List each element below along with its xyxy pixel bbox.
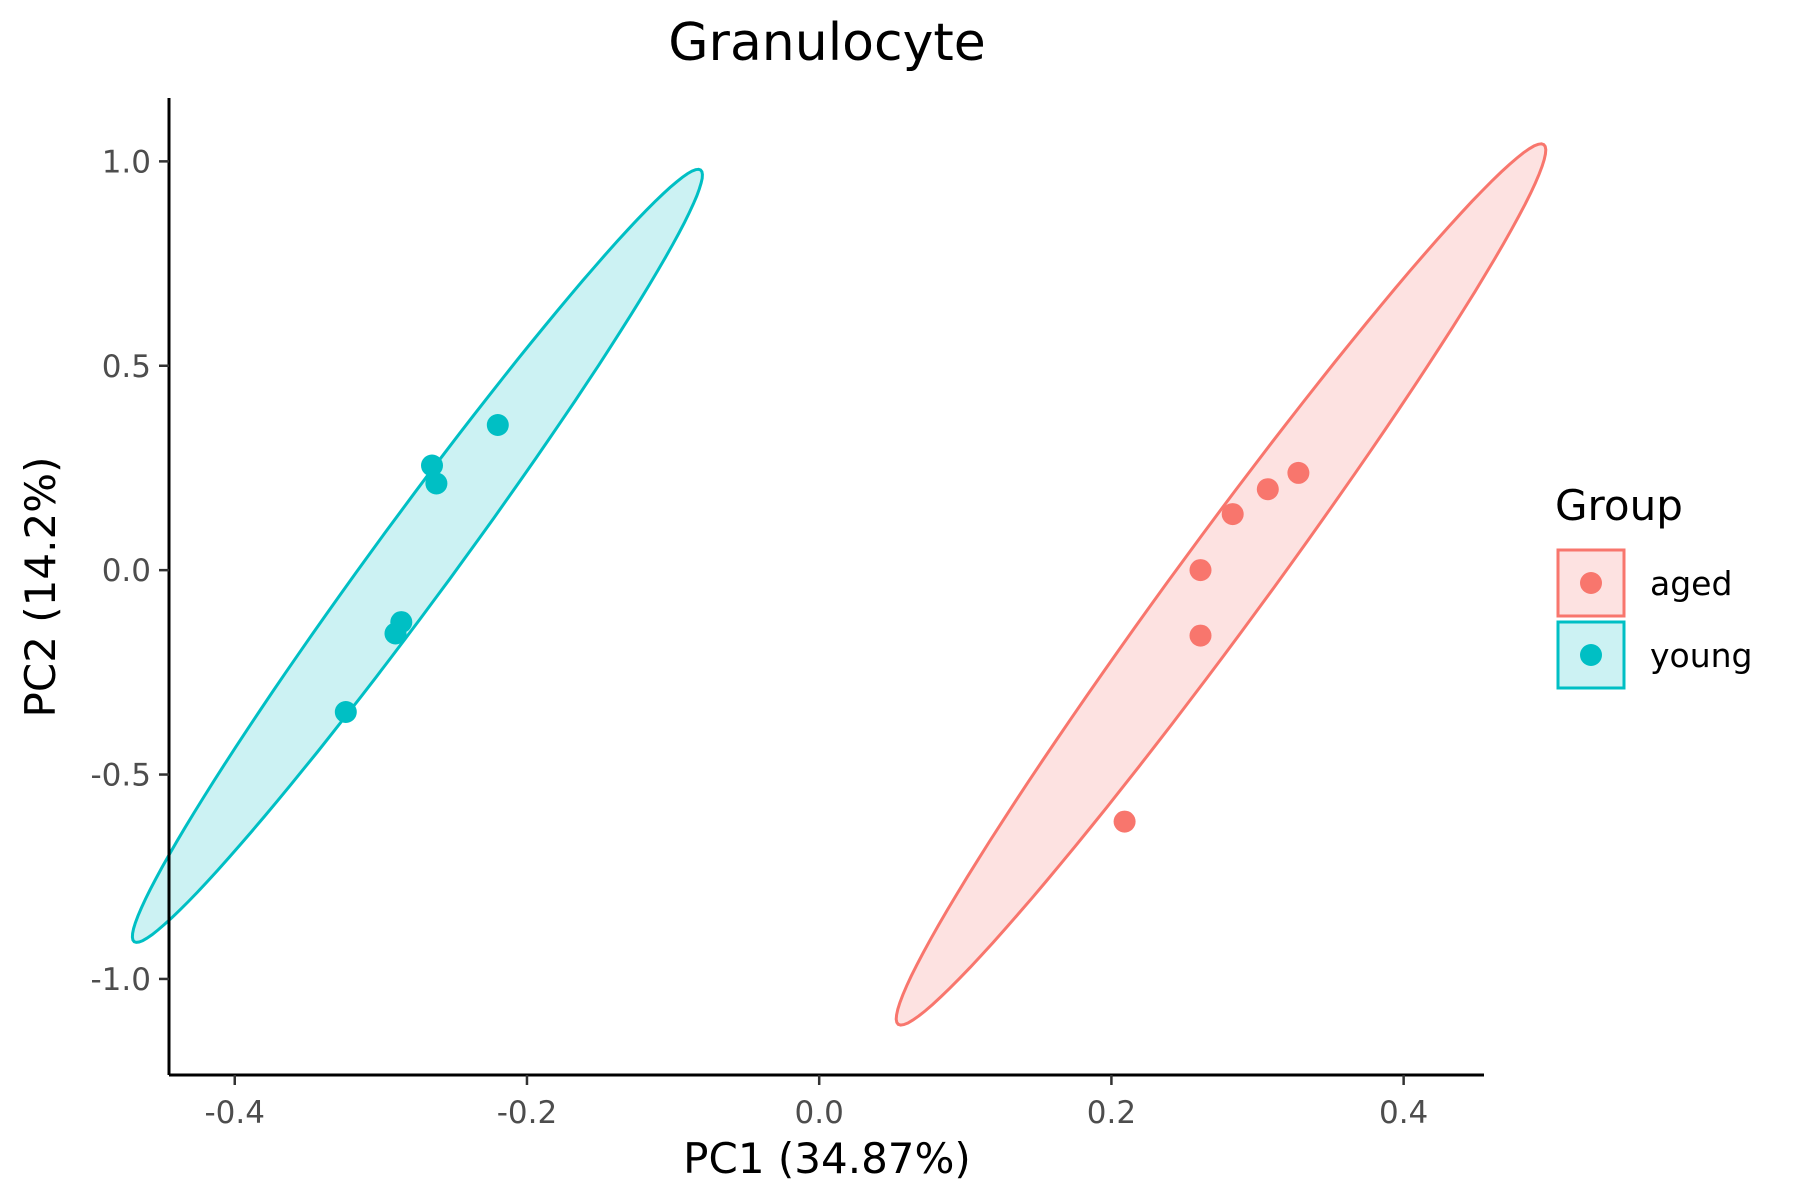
data-points	[334, 414, 1310, 833]
point-aged-5	[1256, 478, 1279, 501]
x-axis-ticks: -0.4 -0.2 0.0 0.2 0.4	[205, 1075, 1428, 1131]
x-tick-label: 0.0	[795, 1095, 844, 1131]
point-young-3	[390, 611, 413, 634]
y-axis-ticks: -1.0 -0.5 0.0 0.5 1.0	[91, 144, 169, 998]
ellipse-young	[130, 167, 704, 944]
x-axis-title: PC1 (34.87%)	[683, 1134, 971, 1183]
legend-label-young: young	[1650, 636, 1753, 675]
legend-title: Group	[1555, 481, 1683, 530]
confidence-ellipses	[130, 142, 1548, 1027]
x-tick-label: -0.2	[497, 1095, 558, 1131]
point-aged-2	[1189, 624, 1212, 647]
plot-area	[130, 142, 1548, 1027]
legend-marker-young	[1580, 644, 1602, 666]
ellipse-aged	[894, 142, 1548, 1027]
y-axis-title: PC2 (14.2%)	[16, 457, 65, 718]
point-aged-3	[1189, 559, 1212, 582]
legend-marker-aged	[1580, 572, 1602, 594]
y-tick-label: 0.0	[102, 553, 151, 589]
x-tick-label: 0.4	[1379, 1095, 1428, 1131]
legend-label-aged: aged	[1650, 564, 1732, 603]
point-aged-4	[1221, 503, 1244, 526]
chart-title: Granulocyte	[668, 13, 985, 73]
y-tick-label: 0.5	[102, 349, 151, 385]
x-tick-label: 0.2	[1087, 1095, 1136, 1131]
point-aged-6	[1287, 461, 1310, 484]
y-tick-label: 1.0	[102, 144, 151, 180]
y-tick-label: -0.5	[91, 758, 152, 794]
point-aged-1	[1113, 810, 1136, 833]
point-young-5	[421, 454, 443, 477]
point-young-6	[486, 414, 509, 436]
point-young-4	[425, 472, 448, 495]
x-tick-label: -0.4	[205, 1095, 266, 1131]
point-young-1	[334, 701, 357, 723]
legend: Group aged young	[1555, 481, 1753, 690]
y-tick-label: -1.0	[91, 962, 152, 998]
